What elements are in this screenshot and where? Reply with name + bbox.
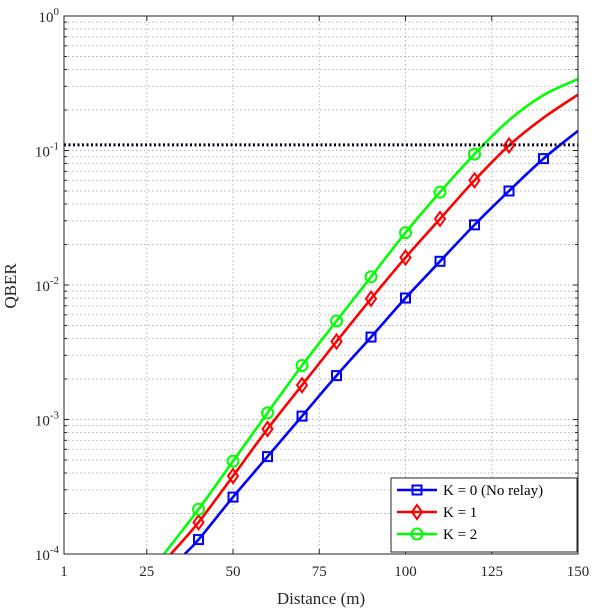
series-2-point <box>468 147 482 161</box>
series-2-point <box>399 226 413 240</box>
legend-marker-0 <box>411 484 423 496</box>
series-1-point <box>502 136 516 155</box>
legend: K = 0 (No relay) K = 1 K = 2 <box>390 477 578 553</box>
x-tick-label: 75 <box>312 564 327 580</box>
series-0-point <box>469 219 481 231</box>
y-tick-label: 10-2 <box>35 275 59 295</box>
axes <box>63 15 579 555</box>
x-tick-label: 150 <box>567 564 590 580</box>
series-line-0 <box>183 129 578 554</box>
x-tick-label: 1 <box>60 564 68 580</box>
x-tick-label: 100 <box>394 564 417 580</box>
x-tick-label: 125 <box>481 564 504 580</box>
series-2-point <box>226 454 240 468</box>
series-2-point <box>192 502 206 516</box>
series-1-point <box>399 248 412 267</box>
y-axis-label: QBER <box>1 263 20 309</box>
series-1-point <box>261 420 274 438</box>
series-0-point <box>193 534 205 546</box>
series-2-point <box>261 406 275 420</box>
series-2-point <box>330 314 344 328</box>
legend-marker-1 <box>410 503 424 521</box>
legend-label-0: K = 0 (No relay) <box>443 483 543 499</box>
series-0-point <box>296 410 308 422</box>
y-tick-label: 10-3 <box>35 410 60 430</box>
series-0-point <box>434 255 446 267</box>
series-2-point <box>364 270 378 284</box>
series-lines <box>163 77 578 554</box>
series-0-point <box>331 370 343 382</box>
x-axis-label: Distance (m) <box>277 589 365 608</box>
legend-label-1: K = 1 <box>443 505 477 521</box>
series-0-point <box>227 491 239 503</box>
series-1-point <box>226 467 240 485</box>
y-tick-label: 10-4 <box>35 544 60 564</box>
series-1-point <box>364 290 378 308</box>
series-0-point <box>400 292 412 304</box>
series-1-point <box>468 171 481 190</box>
legend-label-2: K = 2 <box>443 527 477 543</box>
series-1-point <box>330 332 343 351</box>
series-1-point <box>192 513 205 532</box>
y-tick-label: 100 <box>39 6 60 26</box>
series-2-point <box>433 185 447 199</box>
series-1-point <box>433 210 447 228</box>
legend-marker-2 <box>410 527 424 541</box>
series-2-point <box>295 359 309 373</box>
x-tick-label: 50 <box>226 564 241 580</box>
series-0-point <box>262 451 274 463</box>
x-tick-label: 25 <box>139 564 154 580</box>
series-1-point <box>295 376 309 394</box>
series-0-point <box>538 153 550 165</box>
y-tick-label: 10-1 <box>35 141 59 161</box>
series-markers <box>192 136 550 546</box>
series-0-point <box>365 331 377 343</box>
series-line-1 <box>169 93 578 554</box>
series-0-point <box>503 185 515 197</box>
series-line-2 <box>163 77 578 554</box>
